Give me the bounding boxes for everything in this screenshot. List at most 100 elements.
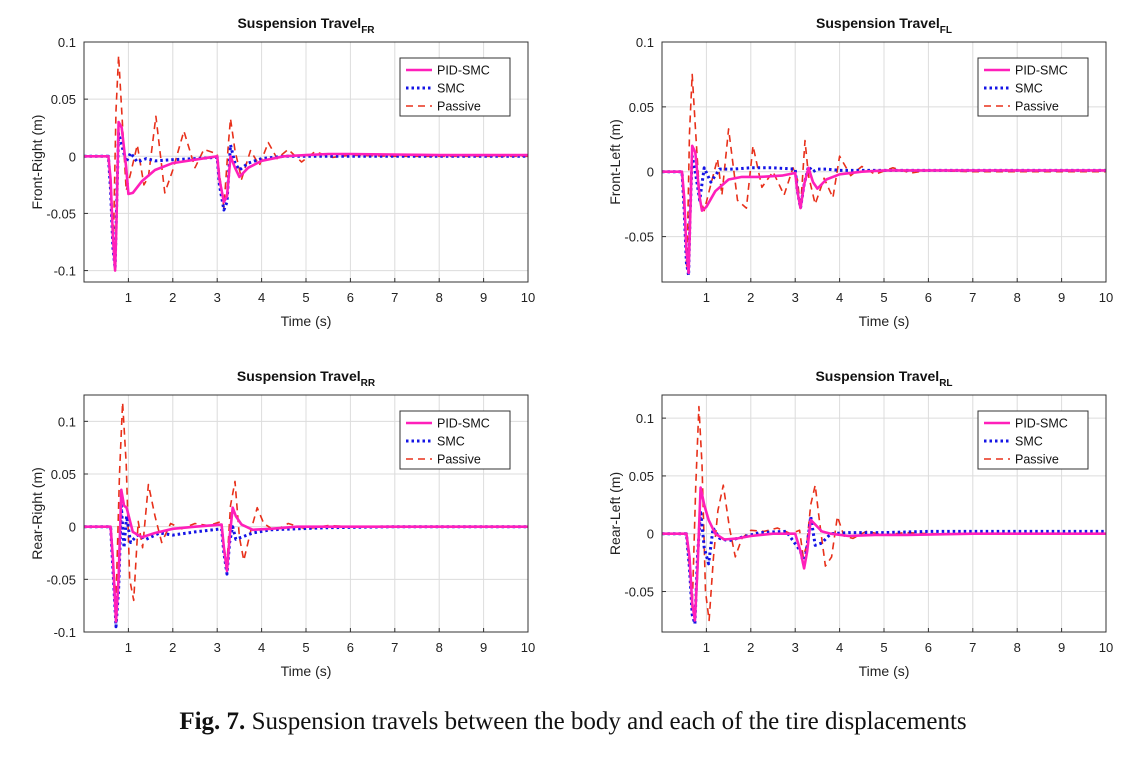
x-tick-label: 6 xyxy=(925,290,932,305)
chart-title: Suspension TravelRL xyxy=(815,368,952,389)
legend: PID-SMC SMC Passive xyxy=(399,410,511,470)
x-tick-label: 8 xyxy=(1014,640,1021,655)
chart-title-main: Suspension Travel xyxy=(816,15,940,31)
legend-label-smc: SMC xyxy=(437,435,465,449)
x-tick-label: 3 xyxy=(792,640,799,655)
x-tick-label: 3 xyxy=(214,640,221,655)
x-tick-label: 2 xyxy=(169,290,176,305)
x-tick-label: 7 xyxy=(391,640,398,655)
x-tick-label: 1 xyxy=(125,290,132,305)
x-tick-label: 5 xyxy=(880,290,887,305)
y-tick-label: 0.05 xyxy=(51,467,76,482)
legend-label-passive: Passive xyxy=(1015,453,1059,467)
x-tick-label: 4 xyxy=(836,290,843,305)
chart-title: Suspension TravelFR xyxy=(237,15,375,36)
legend: PID-SMC SMC Passive xyxy=(399,57,511,117)
x-tick-label: 6 xyxy=(347,640,354,655)
y-tick-label: 0.05 xyxy=(51,92,76,107)
chart-title-subscript: RL xyxy=(939,378,952,389)
legend-label-pid-smc: PID-SMC xyxy=(1015,64,1068,78)
caption-label: Fig. 7. xyxy=(179,708,246,735)
x-tick-label: 4 xyxy=(836,640,843,655)
x-tick-label: 5 xyxy=(302,640,309,655)
x-tick-label: 10 xyxy=(1099,640,1113,655)
axes-frame xyxy=(83,394,529,633)
x-axis-label: Time (s) xyxy=(859,313,910,329)
x-tick-label: 2 xyxy=(747,290,754,305)
legend: PID-SMC SMC Passive xyxy=(977,410,1089,470)
x-tick-label: 9 xyxy=(1058,290,1065,305)
x-tick-label: 9 xyxy=(1058,640,1065,655)
y-tick-label: -0.05 xyxy=(624,585,654,600)
series-line-smc xyxy=(662,154,1106,277)
caption-text: Suspension travels between the body and … xyxy=(251,708,967,735)
chart-title: Suspension TravelFL xyxy=(816,15,952,36)
x-tick-label: 6 xyxy=(925,640,932,655)
legend-label-smc: SMC xyxy=(1015,82,1043,96)
x-tick-label: 10 xyxy=(521,290,535,305)
y-tick-label: 0.05 xyxy=(629,469,654,484)
y-tick-label: -0.05 xyxy=(624,230,654,245)
y-tick-label: -0.1 xyxy=(54,625,76,640)
y-axis-label: Front-Left (m) xyxy=(607,119,623,205)
chart-title-main: Suspension Travel xyxy=(237,368,361,384)
figure-caption: Fig. 7. Suspension travels between the b… xyxy=(0,708,1146,736)
x-tick-label: 7 xyxy=(969,290,976,305)
x-tick-label: 7 xyxy=(969,640,976,655)
x-tick-label: 3 xyxy=(792,290,799,305)
y-tick-label: 0.1 xyxy=(636,35,654,50)
legend-label-pid-smc: PID-SMC xyxy=(437,64,490,78)
x-tick-label: 8 xyxy=(436,290,443,305)
x-tick-label: 5 xyxy=(302,290,309,305)
chart-panel-rr: 1 2 3 4 5 6 7 8 9 10 -0.1 -0.05 0 0.05 0.1 Suspension T… xyxy=(29,368,535,679)
chart-title-subscript: RR xyxy=(361,378,376,389)
chart-title-main: Suspension Travel xyxy=(815,368,939,384)
y-tick-label: 0 xyxy=(647,527,654,542)
axes-frame xyxy=(661,394,1107,633)
legend-label-smc: SMC xyxy=(1015,435,1043,449)
y-tick-label: 0.05 xyxy=(629,100,654,115)
legend-label-pid-smc: PID-SMC xyxy=(437,417,490,431)
x-tick-label: 5 xyxy=(880,640,887,655)
y-tick-label: -0.05 xyxy=(46,206,76,221)
x-tick-label: 3 xyxy=(214,290,221,305)
legend-label-passive: Passive xyxy=(1015,100,1059,114)
y-tick-label: -0.05 xyxy=(46,572,76,587)
y-tick-label: 0.1 xyxy=(58,414,76,429)
series-line-pid-smc xyxy=(662,486,1106,622)
legend: PID-SMC SMC Passive xyxy=(977,57,1089,117)
chart-title-subscript: FR xyxy=(361,25,375,36)
x-tick-label: 8 xyxy=(436,640,443,655)
series-line-pid-smc xyxy=(84,120,528,272)
legend-label-smc: SMC xyxy=(437,82,465,96)
x-tick-label: 1 xyxy=(703,290,710,305)
series-line-passive xyxy=(662,405,1106,622)
x-tick-label: 9 xyxy=(480,290,487,305)
x-tick-label: 1 xyxy=(125,640,132,655)
y-tick-label: 0 xyxy=(69,149,76,164)
x-tick-label: 2 xyxy=(169,640,176,655)
chart-panel-rl: 1 2 3 4 5 6 7 8 9 10 -0.05 0 0.05 0.1 Suspension Trave… xyxy=(607,368,1113,679)
chart-title-main: Suspension Travel xyxy=(237,15,361,31)
axes-frame xyxy=(661,41,1107,283)
series-line-pid-smc xyxy=(84,488,528,623)
y-tick-label: 0 xyxy=(647,165,654,180)
legend-label-passive: Passive xyxy=(437,453,481,467)
chart-title-subscript: FL xyxy=(940,25,952,36)
x-tick-label: 8 xyxy=(1014,290,1021,305)
y-axis-label: Rear-Left (m) xyxy=(607,472,623,555)
x-tick-label: 1 xyxy=(703,640,710,655)
x-tick-label: 6 xyxy=(347,290,354,305)
x-axis-label: Time (s) xyxy=(281,313,332,329)
series-line-passive xyxy=(84,54,528,249)
y-axis-label: Rear-Right (m) xyxy=(29,467,45,560)
x-tick-label: 9 xyxy=(480,640,487,655)
chart-title: Suspension TravelRR xyxy=(237,368,376,389)
series-line-pid-smc xyxy=(662,144,1106,275)
x-tick-label: 10 xyxy=(1099,290,1113,305)
y-tick-label: -0.1 xyxy=(54,264,76,279)
series-line-passive xyxy=(662,73,1106,270)
chart-panel-fr: 1 2 3 4 5 6 7 8 9 10 -0.1 -0.05 0 0.05 0.1 Suspension T… xyxy=(29,15,535,329)
x-axis-label: Time (s) xyxy=(281,663,332,679)
